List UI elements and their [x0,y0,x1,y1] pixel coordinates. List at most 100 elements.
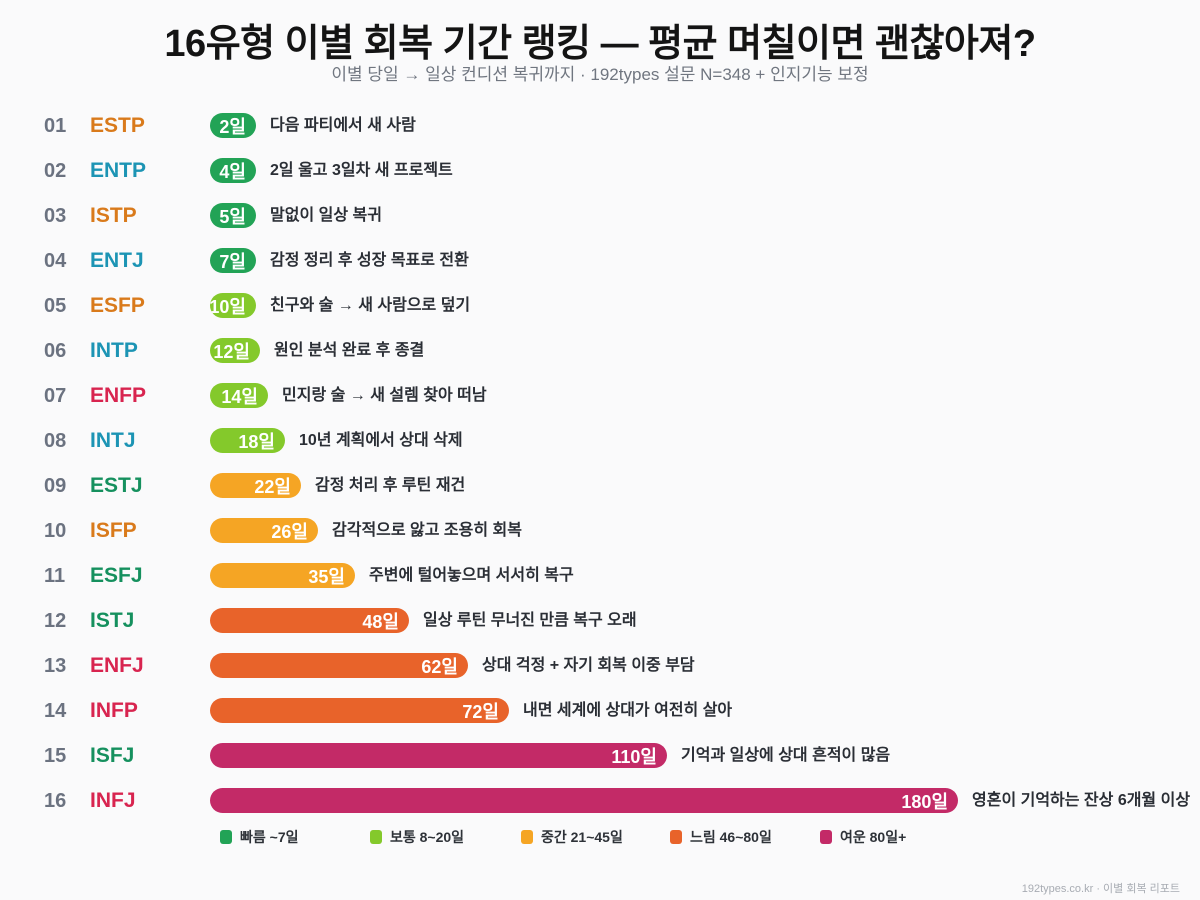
rank-number: 15 [44,745,67,767]
rank-number: 04 [44,250,67,272]
bar-value-label: 7일 [219,251,246,272]
ranking-row: 08 INTJ 18일 10년 계획에서 상대 삭제 [0,428,1200,454]
mbti-type-label: ESTJ [90,474,143,497]
ranking-row: 01 ESTP 2일 다음 파티에서 새 사람 [0,113,1200,139]
mbti-type-label: ESFJ [90,564,143,587]
bar-value-label: 35일 [308,566,345,587]
ranking-row: 04 ENTJ 7일 감정 정리 후 성장 목표로 전환 [0,248,1200,274]
recovery-bar: 62일 [210,653,468,678]
bar-value-label: 180일 [901,791,948,812]
rank-number: 01 [44,115,67,137]
legend-item-fast: 빠름 ~7일 [220,826,299,848]
bar-value-label: 14일 [221,386,258,407]
page-title: 16유형 이별 회복 기간 랭킹 — 평균 며칠이면 괜찮아져? [164,23,1036,65]
rank-number: 05 [44,295,67,317]
bar-value-label: 18일 [238,431,275,452]
ranking-row: 12 ISTJ 48일 일상 루틴 무너진 만큼 복구 오래 [0,608,1200,634]
ranking-row: 07 ENFP 14일 민지랑 술 → 새 설렘 찾아 떠남 [0,383,1200,409]
mbti-type-label: ISFJ [90,744,135,767]
ranking-row: 03 ISTP 5일 말없이 일상 복귀 [0,203,1200,229]
recovery-bar: 5일 [210,203,256,228]
mbti-type-label: ESTP [90,114,145,137]
rank-number: 16 [44,790,67,812]
mbti-type-label: ESFP [90,294,145,317]
rank-number: 12 [44,610,67,632]
row-description: 일상 루틴 무너진 만큼 복구 오래 [423,612,637,629]
mbti-type-label: ISFP [90,519,137,542]
recovery-bar: 14일 [210,383,268,408]
row-description: 내면 세계에 상대가 여전히 살아 [523,702,733,719]
recovery-bar: 2일 [210,113,256,138]
page-subtitle: 이별 당일 → 일상 컨디션 복귀까지 · 192types 설문 N=348 … [331,65,869,84]
row-description: 10년 계획에서 상대 삭제 [299,432,463,449]
ranking-row: 16 INFJ 180일 영혼이 기억하는 잔상 6개월 이상 [0,788,1200,814]
ranking-row: 10 ISFP 26일 감각적으로 앓고 조용히 회복 [0,518,1200,544]
row-description: 주변에 털어놓으며 서서히 복구 [369,567,574,584]
legend-swatch-icon [521,830,533,844]
row-description: 감정 처리 후 루틴 재건 [315,477,466,494]
bar-value-label: 12일 [213,341,250,362]
recovery-bar: 72일 [210,698,509,723]
rank-number: 02 [44,160,67,182]
bar-value-label: 2일 [219,116,246,137]
mbti-type-label: INFJ [90,789,136,812]
row-description: 다음 파티에서 새 사람 [270,117,416,134]
bar-value-label: 10일 [210,296,246,317]
chart-legend: 빠름 ~7일 보통 8~20일 중간 21~45일 느림 46~80일 여운 80일+ [0,826,1200,848]
legend-item-mid: 중간 21~45일 [521,826,623,848]
rank-number: 14 [44,700,67,722]
mbti-type-label: ISTJ [90,609,135,632]
legend-item-normal: 보통 8~20일 [370,826,464,848]
recovery-bar: 12일 [210,338,260,363]
legend-item-lingering: 여운 80일+ [820,826,906,848]
bar-value-label: 72일 [462,701,499,722]
rank-number: 13 [44,655,67,677]
ranking-row: 05 ESFP 10일 친구와 술 → 새 사람으로 덮기 [0,293,1200,319]
row-description: 상대 걱정 + 자기 회복 이중 부담 [482,657,695,674]
mbti-type-label: INTJ [90,429,136,452]
legend-swatch-icon [820,830,832,844]
row-description: 친구와 술 → 새 사람으로 덮기 [270,297,471,314]
recovery-bar: 22일 [210,473,301,498]
recovery-bar: 35일 [210,563,355,588]
rank-number: 11 [44,565,66,587]
legend-swatch-icon [670,830,682,844]
recovery-bar: 180일 [210,788,958,813]
rank-number: 07 [44,385,67,407]
mbti-type-label: ISTP [90,204,137,227]
row-description: 기억과 일상에 상대 흔적이 많음 [681,747,891,764]
recovery-bar: 48일 [210,608,409,633]
row-description: 영혼이 기억하는 잔상 6개월 이상 [972,792,1191,809]
ranking-row: 06 INTP 12일 원인 분석 완료 후 종결 [0,338,1200,364]
ranking-row: 11 ESFJ 35일 주변에 털어놓으며 서서히 복구 [0,563,1200,589]
row-description: 감각적으로 앓고 조용히 회복 [332,522,522,539]
recovery-bar: 7일 [210,248,256,273]
recovery-bar: 4일 [210,158,256,183]
recovery-bar: 10일 [210,293,256,318]
bar-value-label: 26일 [271,521,308,542]
footer-credit: 192types.co.kr · 이별 회복 리포트 [1021,883,1180,895]
recovery-bar: 18일 [210,428,285,453]
ranking-row: 14 INFP 72일 내면 세계에 상대가 여전히 살아 [0,698,1200,724]
rank-number: 09 [44,475,67,497]
rank-number: 08 [44,430,67,452]
row-description: 2일 울고 3일차 새 프로젝트 [270,162,453,179]
ranking-row: 09 ESTJ 22일 감정 처리 후 루틴 재건 [0,473,1200,499]
mbti-type-label: ENFJ [90,654,144,677]
legend-label: 중간 21~45일 [541,829,623,845]
legend-swatch-icon [220,830,232,844]
mbti-type-label: INFP [90,699,138,722]
legend-label: 빠름 ~7일 [240,829,299,845]
rank-number: 06 [44,340,67,362]
mbti-type-label: ENTJ [90,249,144,272]
row-description: 감정 정리 후 성장 목표로 전환 [270,252,469,269]
mbti-type-label: ENFP [90,384,147,407]
mbti-type-label: INTP [90,339,138,362]
ranking-row: 15 ISFJ 110일 기억과 일상에 상대 흔적이 많음 [0,743,1200,769]
ranking-row: 13 ENFJ 62일 상대 걱정 + 자기 회복 이중 부담 [0,653,1200,679]
row-description: 말없이 일상 복귀 [270,207,382,224]
legend-item-slow: 느림 46~80일 [670,826,772,848]
mbti-type-label: ENTP [90,159,147,182]
bar-value-label: 62일 [421,656,458,677]
bar-value-label: 5일 [219,206,246,227]
